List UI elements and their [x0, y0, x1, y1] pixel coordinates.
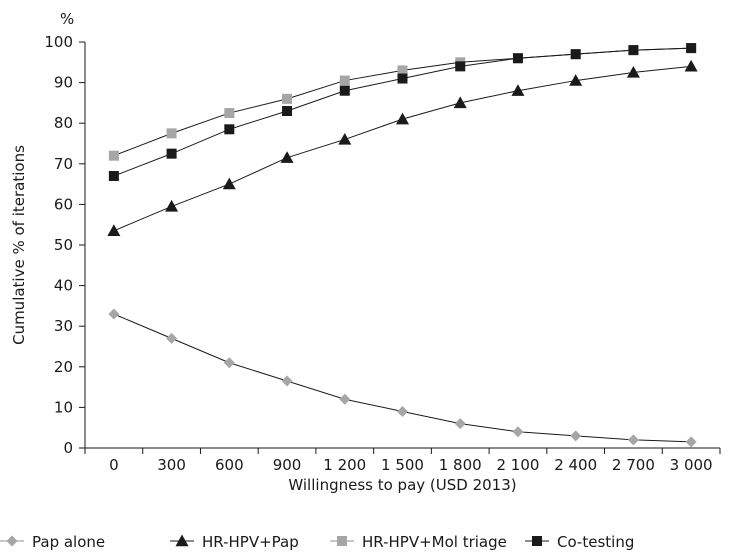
data-point	[512, 426, 524, 438]
series-line	[113, 313, 692, 443]
data-point	[165, 199, 179, 212]
y-tick-label: 100	[44, 33, 73, 51]
series-co-testing	[108, 43, 697, 181]
y-tick-label: 80	[54, 114, 73, 132]
data-point	[107, 224, 121, 236]
x-tick-label: 900	[273, 456, 302, 474]
legend-label: HR-HPV+Mol triage	[362, 533, 507, 551]
data-point	[166, 128, 177, 139]
y-tick-label: 40	[54, 277, 73, 295]
data-point	[570, 430, 582, 442]
data-point	[455, 61, 466, 72]
series-line	[113, 65, 692, 232]
x-tick-label: 2 400	[554, 456, 597, 474]
series-hr-hpv-pap	[107, 59, 698, 236]
data-point	[569, 74, 583, 86]
data-point	[453, 96, 467, 109]
y-tick-label: 90	[54, 74, 73, 92]
data-point	[280, 151, 294, 163]
legend-label: HR-HPV+Pap	[202, 533, 299, 551]
data-point	[396, 112, 409, 125]
data-point	[397, 73, 408, 84]
x-tick-label: 2 700	[612, 456, 655, 474]
data-point	[108, 170, 119, 181]
y-axis-label: Cumulative % of iterations	[10, 145, 28, 345]
data-point	[166, 332, 178, 344]
data-point	[108, 150, 119, 161]
series-line	[113, 47, 692, 157]
y-axis-unit: %	[60, 10, 74, 28]
x-tick-label: 1 500	[381, 456, 424, 474]
y-tick-label: 60	[54, 195, 73, 213]
x-tick-labels: 0 300 600 900 1 200 1 500 1 800 2 100 2 400 2 700…	[109, 456, 713, 474]
legend-item-hr-hpv-mol-triage: HR-HPV+Mol triage	[330, 533, 507, 551]
series-pap-alone	[108, 308, 697, 448]
data-point	[454, 418, 466, 430]
data-point	[339, 85, 350, 96]
x-tick-label: 3 000	[670, 456, 713, 474]
data-point	[397, 405, 408, 417]
data-point	[224, 108, 235, 119]
x-tick-label: 600	[215, 456, 244, 474]
legend-item-pap-alone: Pap alone	[0, 533, 105, 551]
x-tick-label: 0	[109, 456, 119, 474]
y-tick-label: 0	[63, 439, 73, 457]
x-tick-label: 2 100	[496, 456, 539, 474]
legend-label: Pap alone	[32, 533, 105, 551]
x-tick-label: 1 800	[439, 456, 482, 474]
y-tick-label: 50	[54, 236, 73, 254]
data-point	[686, 43, 697, 54]
y-tick-label: 10	[54, 398, 73, 416]
y-tick-labels: 0 10 20 30 40 50 60 70 80 90 100	[44, 33, 73, 457]
data-point	[338, 132, 352, 145]
legend-marker	[532, 536, 542, 546]
x-tick-label: 300	[157, 456, 186, 474]
legend-marker	[6, 535, 18, 547]
legend-marker	[175, 534, 189, 547]
data-point	[511, 84, 525, 96]
data-point	[626, 65, 640, 78]
data-point	[108, 308, 120, 320]
data-point	[685, 436, 697, 448]
series-layer	[107, 43, 698, 448]
data-point	[166, 148, 177, 159]
y-tick-label: 30	[54, 317, 73, 335]
data-point	[397, 65, 408, 76]
x-axis-label: Willingness to pay (USD 2013)	[288, 476, 516, 494]
data-point	[282, 93, 293, 104]
data-point	[281, 375, 293, 387]
data-point	[339, 393, 351, 405]
data-point	[339, 75, 350, 86]
axes	[79, 41, 721, 454]
y-tick-label: 70	[54, 155, 73, 173]
y-tick-label: 20	[54, 358, 73, 376]
data-point	[512, 53, 523, 64]
legend-marker	[337, 536, 347, 546]
data-point	[223, 357, 235, 369]
data-point	[222, 177, 236, 190]
data-point	[224, 124, 235, 135]
legend-label: Co-testing	[557, 533, 634, 551]
data-point	[684, 59, 698, 72]
data-point	[570, 49, 581, 60]
data-point	[282, 106, 293, 117]
legend-item-co-testing: Co-testing	[525, 533, 634, 551]
x-tick-label: 1 200	[323, 456, 366, 474]
legend-item-hr-hpv-pap: HR-HPV+Pap	[170, 533, 299, 551]
data-point	[628, 45, 639, 56]
data-point	[627, 434, 639, 446]
legend: Pap alone HR-HPV+Pap HR-HPV+Mol triage Co-t…	[0, 533, 634, 551]
